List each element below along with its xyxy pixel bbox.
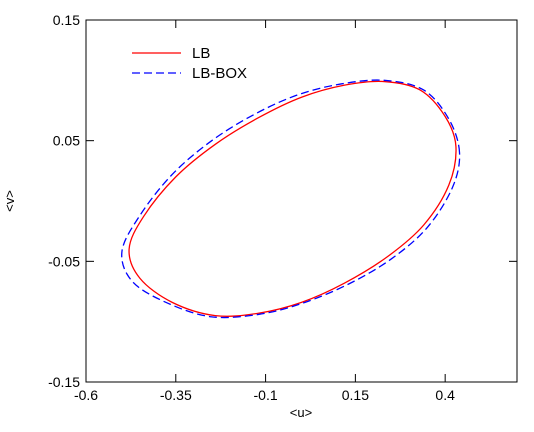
y-tick-label: 0.05 <box>53 133 80 149</box>
legend-label: LB <box>192 45 210 62</box>
x-tick-label: -0.6 <box>74 387 98 403</box>
series-layer <box>121 79 461 319</box>
legend: LB LB-BOX <box>132 45 247 82</box>
x-tick-label: -0.1 <box>254 387 278 403</box>
legend-label: LB-BOX <box>192 65 247 82</box>
x-axis-label: <u> <box>290 405 312 420</box>
x-tick-label: 0.15 <box>342 387 369 403</box>
y-axis-label: <v> <box>2 190 17 212</box>
series-line-lb-box <box>121 79 461 319</box>
x-ticks: -0.6 -0.35 -0.1 0.15 0.4 <box>74 20 455 403</box>
series-line-lb <box>128 80 457 317</box>
x-tick-label: 0.4 <box>435 387 455 403</box>
y-tick-label: 0.15 <box>53 12 80 28</box>
plot-area-frame <box>85 19 518 383</box>
y-ticks: -0.15 -0.05 0.05 0.15 <box>48 12 517 390</box>
y-tick-label: -0.15 <box>48 374 80 390</box>
series-points <box>121 80 460 318</box>
series-points <box>129 81 457 316</box>
x-tick-label: -0.35 <box>160 387 192 403</box>
y-tick-label: -0.05 <box>48 253 80 269</box>
